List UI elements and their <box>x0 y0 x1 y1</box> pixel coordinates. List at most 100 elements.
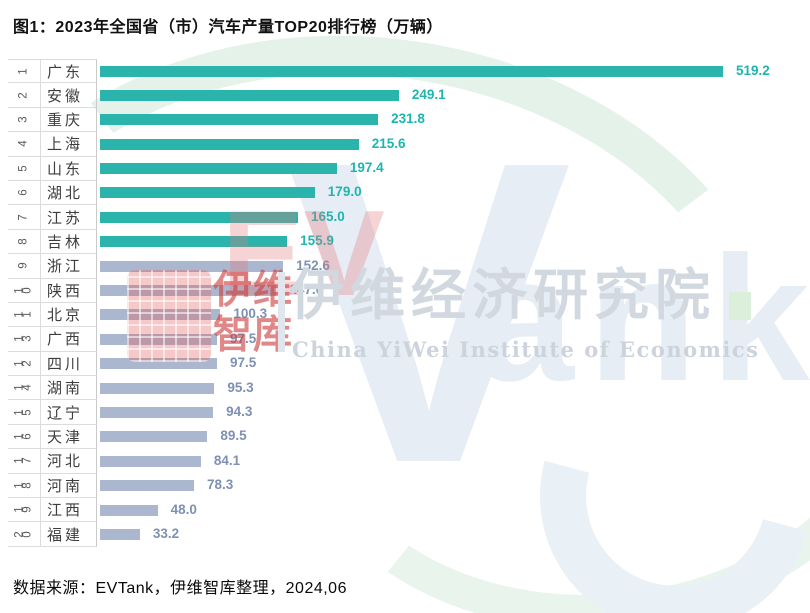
rank-label: 2 <box>8 83 41 107</box>
chart-row: 2 0 福建 33.2 <box>8 522 802 547</box>
plot-area: 78.3 <box>97 474 802 498</box>
category-label: 北京 <box>47 307 84 325</box>
rank-digit: 6 <box>17 189 30 196</box>
bar <box>100 358 217 370</box>
rank-digit: 4 <box>21 384 34 391</box>
category-label: 江西 <box>47 502 84 520</box>
plot-area: 94.3 <box>97 400 802 424</box>
rank-digit: 8 <box>21 482 34 489</box>
chart-row: 1 3 广西 97.5 <box>8 327 802 352</box>
value-label: 33.2 <box>152 525 180 541</box>
category-label: 天津 <box>47 429 84 447</box>
category-cell: 4 上海 <box>8 132 97 157</box>
rank-label: 6 <box>8 180 41 205</box>
bar <box>100 89 399 101</box>
source-note: 数据来源：EVTank，伊维智库整理，2024,06 <box>13 580 347 597</box>
chart-row: 1 广东 519.2 <box>8 59 802 84</box>
plot-area: 197.4 <box>97 157 802 181</box>
bar <box>100 260 284 272</box>
category-label: 安徽 <box>47 87 84 105</box>
category-cell: 1 0 陕西 <box>8 278 97 303</box>
value-label: 197.4 <box>349 160 384 176</box>
chart-row: 1 9 江西 48.0 <box>8 498 802 523</box>
value-label: 94.3 <box>226 403 253 419</box>
rank-digit: 9 <box>21 506 34 513</box>
rank-label: 5 <box>8 156 41 180</box>
category-label: 广东 <box>47 63 84 81</box>
value-label: 519.2 <box>736 62 770 78</box>
value-label: 179.0 <box>327 184 362 200</box>
value-label: 100.3 <box>233 306 268 322</box>
category-label: 吉林 <box>47 233 84 251</box>
rank-label: 4 <box>8 132 41 156</box>
rank-digit: 6 <box>21 433 34 440</box>
rank-digit: 3 <box>17 116 30 123</box>
rank-digit: 7 <box>21 457 34 465</box>
bar <box>100 382 215 394</box>
chart-row: 1 5 辽宁 94.3 <box>8 400 802 425</box>
bar <box>100 431 208 443</box>
category-cell: 6 湖北 <box>8 180 97 206</box>
rank-label: 1 <box>8 60 41 83</box>
bar <box>100 480 194 492</box>
bar <box>100 163 337 175</box>
plot-area: 231.8 <box>97 108 802 132</box>
category-label: 陕西 <box>47 282 84 300</box>
category-cell: 1 7 河北 <box>8 449 97 474</box>
category-cell: 1 3 广西 <box>8 327 97 352</box>
bar <box>100 187 315 199</box>
plot-area: 249.1 <box>97 83 802 107</box>
chart-row: 1 1 北京 100.3 <box>8 302 802 328</box>
category-label: 广西 <box>47 331 84 349</box>
rank-digit: 4 <box>17 140 30 148</box>
value-label: 84.1 <box>213 452 241 468</box>
rank-digit: 0 <box>21 287 34 294</box>
rank-digit: 3 <box>21 335 34 343</box>
bar <box>100 65 724 77</box>
category-label: 重庆 <box>47 111 84 129</box>
category-label: 湖北 <box>47 185 84 203</box>
plot-area: 100.3 <box>97 303 802 327</box>
chart-row: 1 7 河北 84.1 <box>8 449 802 474</box>
rank-label: 7 <box>8 205 41 229</box>
chart-row: 4 上海 215.6 <box>8 132 802 157</box>
rank-digit: 7 <box>17 213 30 221</box>
bar <box>100 455 201 467</box>
category-cell: 1 9 江西 <box>8 498 97 523</box>
chart-row: 1 0 陕西 147.0 <box>8 278 802 303</box>
bar <box>100 211 298 223</box>
plot-area: 152.6 <box>97 254 802 278</box>
category-label: 上海 <box>47 136 84 154</box>
chart-row: 8 吉林 155.9 <box>8 229 802 255</box>
category-label: 江苏 <box>47 209 84 227</box>
bar-chart: 1 广东 519.2 2 安徽 249.1 3 重庆 231.8 4 上海 215.6 5 山东 197.4… <box>8 59 802 547</box>
plot-area: 147.0 <box>97 279 802 303</box>
rank-digit: 1 <box>21 311 34 318</box>
plot-area: 33.2 <box>97 522 802 546</box>
plot-area: 155.9 <box>97 230 802 254</box>
chart-row: 9 浙江 152.6 <box>8 254 802 279</box>
value-label: 215.6 <box>371 135 406 151</box>
rank-digit: 0 <box>21 530 34 538</box>
category-cell: 1 6 天津 <box>8 424 97 450</box>
category-label: 福建 <box>47 526 84 544</box>
value-label: 78.3 <box>206 477 234 493</box>
value-label: 249.1 <box>411 86 446 102</box>
value-label: 97.5 <box>230 330 257 346</box>
rank-digit: 8 <box>17 238 30 245</box>
value-label: 95.3 <box>227 379 254 395</box>
category-cell: 2 0 福建 <box>8 522 97 547</box>
plot-area: 215.6 <box>97 132 802 156</box>
rank-label: 9 <box>8 254 41 278</box>
plot-area: 89.5 <box>97 425 802 449</box>
category-label: 湖南 <box>47 380 84 398</box>
category-cell: 7 江苏 <box>8 205 97 230</box>
category-cell: 9 浙江 <box>8 254 97 279</box>
value-label: 48.0 <box>170 501 197 517</box>
category-cell: 1 5 辽宁 <box>8 400 97 425</box>
